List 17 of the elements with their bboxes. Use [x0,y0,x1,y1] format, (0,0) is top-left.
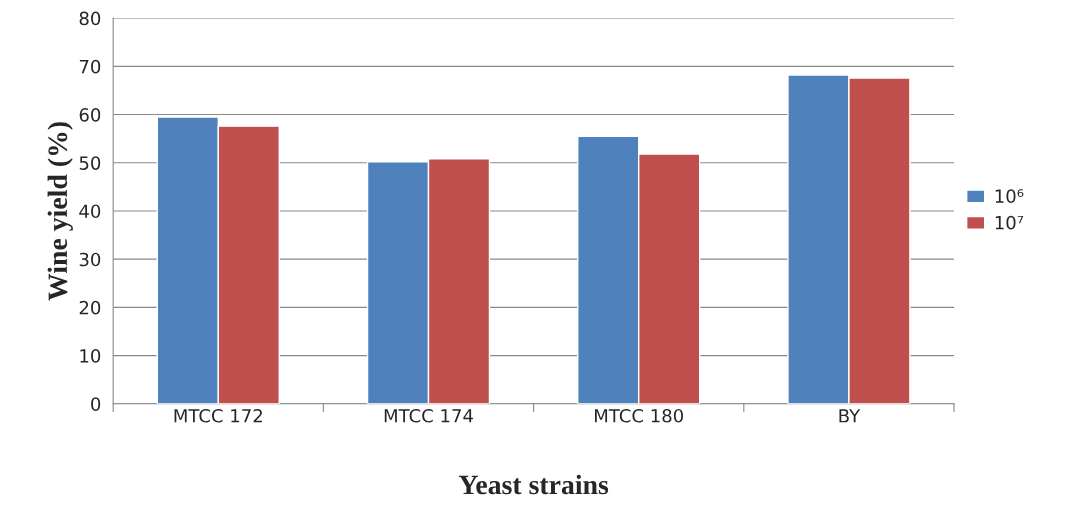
y-axis-title: Wine yield (%) [47,122,73,301]
y-tick-label: 10 [80,349,101,363]
y-tick-label: 30 [79,252,101,267]
legend-label: 10⁶ [995,189,1024,203]
y-tick-label: 0 [91,397,101,411]
y-tick-label: 80 [79,11,101,26]
y-tick-label: 40 [79,204,101,219]
y-tick-label: 50 [79,156,101,170]
x-tick-label: MTCC 172 [174,408,262,423]
legend-label: 10⁷ [995,215,1024,230]
x-axis-title: Yeast strains [458,474,609,495]
y-tick-label: 70 [79,59,101,74]
y-tick-label: 60 [79,108,101,122]
x-tick-label: MTCC 174 [384,408,473,423]
x-tick-label: BY [839,409,861,423]
x-tick-label: MTCC 180 [595,408,683,423]
y-tick-label: 20 [79,300,101,315]
